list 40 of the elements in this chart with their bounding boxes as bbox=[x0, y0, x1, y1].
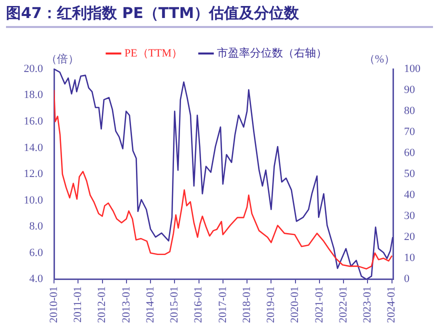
y2-tick-label: 40 bbox=[404, 189, 416, 202]
y-tick-label: 20.0 bbox=[24, 62, 44, 75]
y-tick-label: 14.0 bbox=[24, 142, 44, 154]
y2-tick-label: 0 bbox=[404, 273, 410, 286]
x-tick-label: 2015-01 bbox=[168, 286, 181, 324]
y2-tick-label: 10 bbox=[404, 252, 416, 264]
x-tick-label: 2023-01 bbox=[362, 286, 374, 324]
x-tick-label: 2019-01 bbox=[265, 286, 278, 324]
y2-tick-label: 60 bbox=[404, 147, 416, 160]
x-tick-label: 2013-01 bbox=[120, 286, 132, 324]
x-tick-label: 2016-01 bbox=[192, 286, 205, 324]
x-tick-label: 2011-01 bbox=[72, 286, 84, 323]
y-tick-label: 18.0 bbox=[24, 89, 44, 102]
y2-tick-label: 80 bbox=[404, 104, 416, 117]
y2-axis-title: （%） bbox=[364, 53, 395, 66]
x-tick-label: 2020-01 bbox=[289, 286, 302, 324]
y2-tick-label: 70 bbox=[404, 126, 416, 138]
y-axis-title: （倍） bbox=[46, 52, 79, 66]
y-tick-label: 8.0 bbox=[29, 220, 44, 233]
y2-tick-label: 30 bbox=[404, 210, 416, 222]
y-tick-label: 12.0 bbox=[24, 168, 44, 180]
x-tick-label: 2022-01 bbox=[337, 286, 350, 324]
y-tick-label: 10.0 bbox=[24, 194, 44, 206]
x-tick-label: 2021-01 bbox=[313, 286, 326, 324]
x-tick-label: 2010-01 bbox=[48, 286, 60, 324]
y2-tick-label: 50 bbox=[404, 168, 416, 180]
x-tick-label: 2018-01 bbox=[240, 286, 253, 324]
x-tick-label: 2014-01 bbox=[144, 286, 156, 324]
x-tick-label: 2012-01 bbox=[96, 286, 108, 324]
y-tick-label: 6.0 bbox=[29, 246, 44, 259]
x-tick-label: 2024-01 bbox=[386, 286, 398, 324]
chart-title: 图47：红利指数 PE（TTM）估值及分位数 bbox=[6, 4, 433, 28]
x-tick-label: 2017-01 bbox=[216, 286, 229, 324]
legend-label: PE（TTM） bbox=[124, 47, 183, 60]
y2-tick-label: 20 bbox=[404, 231, 416, 244]
y-tick-label: 4.0 bbox=[29, 273, 44, 286]
y-tick-label: 16.0 bbox=[24, 115, 44, 128]
y2-tick-label: 100 bbox=[404, 62, 421, 75]
y2-tick-label: 90 bbox=[404, 84, 416, 96]
legend-label: 市盈率分位数（右轴） bbox=[217, 46, 328, 60]
